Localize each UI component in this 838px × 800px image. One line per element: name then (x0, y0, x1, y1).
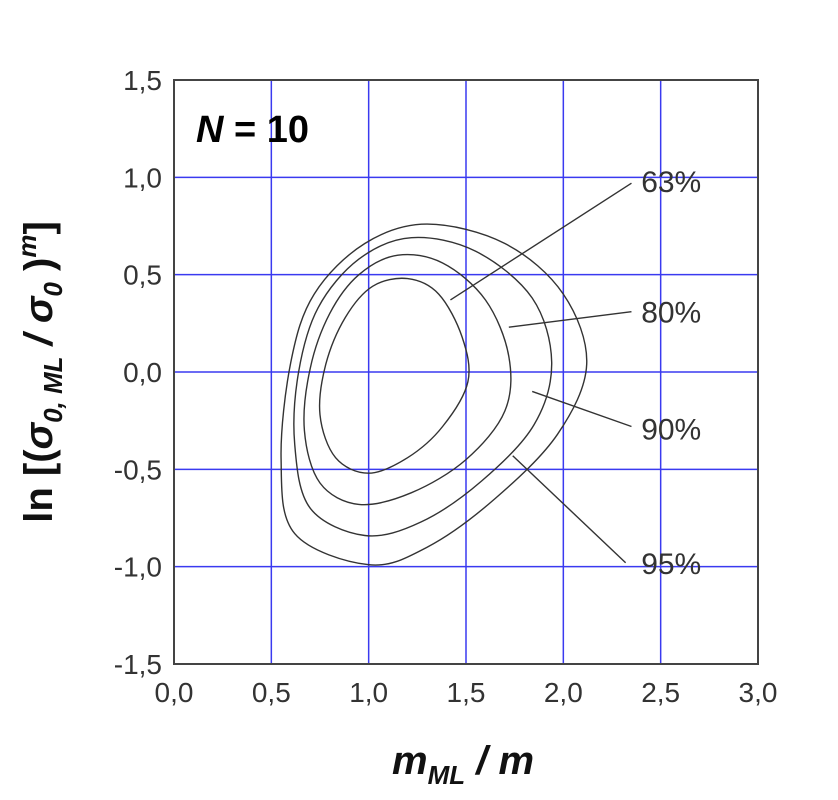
y-axis-sigma-2: σ (17, 295, 61, 323)
contour-label-95: 95% (641, 548, 701, 581)
x-tick-label: 2,0 (544, 677, 583, 708)
x-axis-rest: / m (465, 739, 534, 783)
leader-line-95 (512, 455, 627, 564)
x-axis-label: mML / m (392, 739, 534, 790)
y-tick-label: -1,5 (114, 649, 162, 680)
y-axis-sigma-1: σ (17, 421, 61, 449)
grid (174, 80, 758, 664)
y-tick-label: 0,0 (123, 357, 162, 388)
leader-lines (450, 182, 632, 564)
x-tick-label: 0,5 (252, 677, 291, 708)
x-tick-label: 2,5 (641, 677, 680, 708)
y-tick-label: 1,0 (123, 162, 162, 193)
y-axis-subscript-2: 0 (38, 282, 68, 297)
contour-label-90: 90% (641, 413, 701, 446)
contour-labels: 63% 80% 90% 95% (641, 166, 701, 581)
y-axis-close: ) (17, 258, 61, 282)
contour-label-63: 63% (641, 166, 701, 199)
annotation-value: = 10 (223, 109, 309, 151)
contour-63 (318, 277, 470, 474)
contour-90 (293, 236, 553, 537)
y-tick-label: 0,5 (123, 260, 162, 291)
contour-95 (280, 223, 588, 566)
x-tick-label: 1,0 (349, 677, 388, 708)
y-axis-label: ln [(σ0, ML / σ0 )m] (12, 221, 68, 523)
leader-line-63 (450, 182, 632, 301)
y-tick-label: -0,5 (114, 454, 162, 485)
leader-line-90 (531, 390, 632, 428)
y-tick-label: 1,5 (123, 65, 162, 96)
contours (280, 223, 588, 566)
y-axis-superscript: m (12, 235, 42, 258)
plot-frame (173, 79, 759, 665)
y-axis-separator: / (17, 323, 61, 356)
x-tick-label: 0,0 (155, 677, 194, 708)
contour-label-80: 80% (641, 297, 701, 330)
leader-line-80 (508, 310, 632, 328)
y-axis-prefix: ln [( (17, 449, 61, 523)
sample-size-annotation: N = 10 (196, 109, 309, 151)
y-tick-label: -1,0 (114, 552, 162, 583)
x-tick-labels: 0,0 0,5 1,0 1,5 2,0 2,5 3,0 (155, 677, 778, 708)
contour-80 (303, 253, 512, 506)
y-tick-labels: -1,5 -1,0 -0,5 0,0 0,5 1,0 1,5 (114, 65, 162, 680)
y-axis-end: ] (17, 221, 61, 234)
x-axis-variable: m (392, 739, 428, 783)
x-axis-subscript: ML (428, 760, 466, 790)
annotation-variable: N (196, 109, 225, 151)
y-axis-subscript-1: 0, ML (38, 356, 68, 422)
x-tick-label: 3,0 (739, 677, 778, 708)
x-tick-label: 1,5 (447, 677, 486, 708)
